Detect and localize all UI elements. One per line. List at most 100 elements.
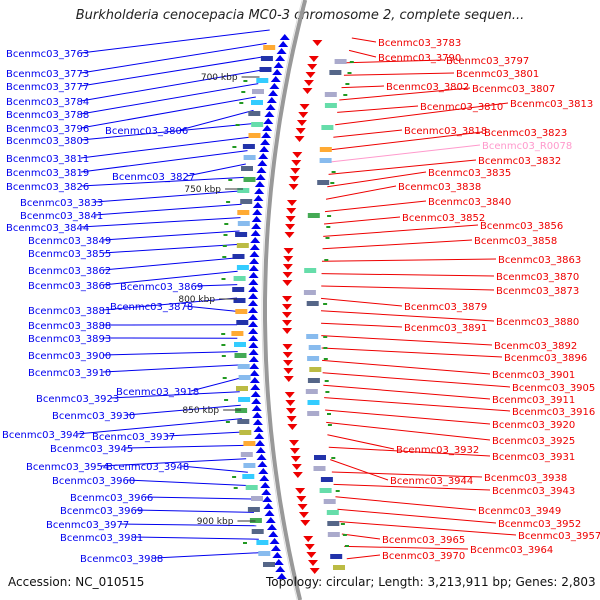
left-gene-label[interactable]: Bcenmc03_3878 (110, 302, 193, 313)
left-leader-line (186, 163, 246, 177)
forward-gene-arrow (249, 251, 260, 257)
left-gene-label[interactable]: Bcenmc03_3849 (28, 236, 111, 247)
left-gene-label[interactable]: Bcenmc03_3954 (26, 462, 109, 473)
left-gene-label[interactable]: Bcenmc03_3969 (60, 506, 143, 517)
left-gene-label[interactable]: Bcenmc03_3881 (28, 306, 111, 317)
right-gene-label[interactable]: Bcenmc03_3932 (396, 445, 479, 456)
right-gene-label[interactable]: Bcenmc03_3957 (518, 531, 600, 542)
right-gene-label[interactable]: Bcenmc03_3870 (496, 272, 579, 283)
right-gene-label[interactable]: Bcenmc03_3832 (478, 156, 561, 167)
left-gene-label[interactable]: Bcenmc03_3977 (46, 520, 129, 531)
feature-block (240, 452, 253, 457)
right-gene-label[interactable]: Bcenmc03_3797 (446, 56, 529, 67)
forward-gene-arrow (248, 265, 259, 271)
right-gene-label[interactable]: Bcenmc03_3783 (378, 38, 461, 49)
right-gene-label[interactable]: Bcenmc03_3964 (470, 545, 553, 556)
forward-gene-arrow (263, 118, 274, 124)
right-gene-label[interactable]: Bcenmc03_3863 (498, 255, 581, 266)
left-gene-label[interactable]: Bcenmc03_3918 (116, 387, 199, 398)
right-gene-label[interactable]: Bcenmc03_3916 (512, 407, 595, 418)
feature-block (303, 290, 316, 295)
reverse-gene-arrow (282, 352, 293, 358)
left-gene-label[interactable]: Bcenmc03_3888 (28, 321, 111, 332)
right-gene-label[interactable]: Bcenmc03_3891 (404, 323, 487, 334)
left-gene-label[interactable]: Bcenmc03_3868 (28, 281, 111, 292)
left-gene-label[interactable]: Bcenmc03_3942 (2, 430, 85, 441)
right-gene-label[interactable]: Bcenmc03_3802 (386, 82, 469, 93)
right-gene-label[interactable]: Bcenmc03_3970 (382, 551, 465, 562)
feature-block (236, 265, 249, 270)
right-gene-label[interactable]: Bcenmc03_3931 (492, 452, 575, 463)
left-gene-label[interactable]: Bcenmc03_3841 (20, 211, 103, 222)
left-gene-label[interactable]: Bcenmc03_3966 (70, 493, 153, 504)
feature-marker (239, 102, 244, 104)
left-gene-label[interactable]: Bcenmc03_3763 (6, 49, 89, 60)
left-gene-label[interactable]: Bcenmc03_3777 (6, 82, 89, 93)
left-leader-line (134, 509, 254, 513)
right-gene-label[interactable]: Bcenmc03_3835 (428, 168, 511, 179)
right-gene-label[interactable]: Bcenmc03_3840 (428, 197, 511, 208)
forward-gene-arrow (261, 132, 272, 138)
left-gene-label[interactable]: Bcenmc03_3893 (28, 334, 111, 345)
left-gene-label[interactable]: Bcenmc03_3988 (80, 554, 163, 565)
right-gene-label[interactable]: Bcenmc03_3944 (390, 476, 473, 487)
left-gene-label[interactable]: Bcenmc03_3945 (50, 444, 133, 455)
right-gene-label[interactable]: Bcenmc03_3880 (496, 317, 579, 328)
left-gene-label[interactable]: Bcenmc03_3862 (28, 266, 111, 277)
right-gene-label[interactable]: Bcenmc03_3852 (402, 213, 485, 224)
right-gene-label[interactable]: Bcenmc03_3790 (378, 53, 461, 64)
left-leader-line (184, 305, 238, 312)
left-gene-label[interactable]: Bcenmc03_3806 (105, 126, 188, 137)
right-gene-label[interactable]: Bcenmc03_3818 (404, 126, 487, 137)
forward-gene-arrow (249, 370, 260, 376)
left-gene-label[interactable]: Bcenmc03_3796 (6, 124, 89, 135)
right-gene-label[interactable]: Bcenmc03_3879 (404, 302, 487, 313)
reverse-gene-arrow (288, 184, 299, 190)
feature-block (260, 56, 273, 61)
left-gene-label[interactable]: Bcenmc03_3827 (112, 172, 195, 183)
right-gene-label[interactable]: Bcenmc03_3901 (492, 370, 575, 381)
left-gene-label[interactable]: Bcenmc03_3784 (6, 97, 89, 108)
left-gene-label[interactable]: Bcenmc03_3803 (6, 136, 89, 147)
right-gene-label[interactable]: Bcenmc03_3920 (492, 420, 575, 431)
left-gene-label[interactable]: Bcenmc03_3826 (6, 182, 89, 193)
reverse-gene-arrow (285, 216, 296, 222)
right-gene-label[interactable]: Bcenmc03_3896 (504, 353, 587, 364)
left-gene-label[interactable]: Bcenmc03_3937 (92, 432, 175, 443)
right-gene-label[interactable]: Bcenmc03_3856 (480, 221, 563, 232)
right-gene-label[interactable]: Bcenmc03_3801 (456, 69, 539, 80)
right-gene-label[interactable]: Bcenmc03_3938 (484, 473, 567, 484)
left-gene-label[interactable]: Bcenmc03_3788 (6, 110, 89, 121)
right-gene-label[interactable]: Bcenmc03_3949 (478, 506, 561, 517)
left-gene-label[interactable]: Bcenmc03_3833 (20, 198, 103, 209)
left-gene-label[interactable]: Bcenmc03_3960 (52, 476, 135, 487)
left-gene-label[interactable]: Bcenmc03_3811 (6, 154, 89, 165)
left-gene-label[interactable]: Bcenmc03_3948 (106, 462, 189, 473)
left-gene-label[interactable]: Bcenmc03_3900 (28, 351, 111, 362)
right-gene-label[interactable]: Bcenmc03_3905 (512, 383, 595, 394)
right-gene-label[interactable]: Bcenmc03_3965 (382, 535, 465, 546)
right-gene-label[interactable]: Bcenmc03_3807 (472, 84, 555, 95)
left-gene-label[interactable]: Bcenmc03_3981 (60, 533, 143, 544)
right-gene-label[interactable]: Bcenmc03_3813 (510, 99, 593, 110)
right-gene-label[interactable]: Bcenmc03_3925 (492, 436, 575, 447)
left-gene-label[interactable]: Bcenmc03_3819 (6, 168, 89, 179)
right-gene-label[interactable]: Bcenmc03_3952 (498, 519, 581, 530)
feature-block (314, 455, 326, 460)
right-gene-label[interactable]: Bcenmc03_3810 (420, 102, 503, 113)
left-gene-label[interactable]: Bcenmc03_3923 (36, 394, 119, 405)
left-gene-label[interactable]: Bcenmc03_3855 (28, 249, 111, 260)
right-gene-label[interactable]: Bcenmc03_3858 (474, 236, 557, 247)
right-gene-label[interactable]: Bcenmc03_3892 (494, 341, 577, 352)
left-gene-label[interactable]: Bcenmc03_3773 (6, 69, 89, 80)
rna-gene-label[interactable]: Bcenmc03_R0078 (482, 141, 572, 152)
left-gene-label[interactable]: Bcenmc03_3869 (120, 282, 203, 293)
right-gene-label[interactable]: Bcenmc03_3838 (398, 182, 481, 193)
left-gene-label[interactable]: Bcenmc03_3910 (28, 368, 111, 379)
left-gene-label[interactable]: Bcenmc03_3930 (52, 411, 135, 422)
right-gene-label[interactable]: Bcenmc03_3943 (492, 486, 575, 497)
right-gene-label[interactable]: Bcenmc03_3823 (484, 128, 567, 139)
right-gene-label[interactable]: Bcenmc03_3911 (492, 395, 575, 406)
right-gene-label[interactable]: Bcenmc03_3873 (496, 286, 579, 297)
left-gene-label[interactable]: Bcenmc03_3844 (6, 223, 89, 234)
